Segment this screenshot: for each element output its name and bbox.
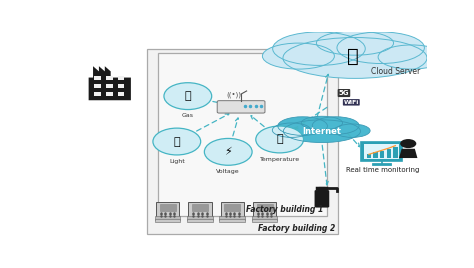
Text: ⚡: ⚡ — [224, 147, 232, 157]
Ellipse shape — [378, 45, 445, 69]
FancyBboxPatch shape — [94, 76, 101, 80]
Polygon shape — [89, 66, 131, 100]
Text: Cloud Server: Cloud Server — [371, 67, 420, 76]
FancyBboxPatch shape — [187, 217, 213, 219]
FancyBboxPatch shape — [118, 84, 124, 88]
FancyBboxPatch shape — [364, 144, 399, 159]
Text: Voltage: Voltage — [217, 169, 240, 174]
Ellipse shape — [283, 120, 360, 143]
Circle shape — [153, 128, 201, 155]
FancyBboxPatch shape — [192, 204, 208, 211]
FancyBboxPatch shape — [118, 76, 124, 80]
Text: 🌡: 🌡 — [276, 135, 283, 144]
Ellipse shape — [263, 43, 334, 69]
FancyBboxPatch shape — [387, 149, 391, 158]
Text: Temperature: Temperature — [260, 157, 300, 162]
Text: Factory building 1: Factory building 1 — [246, 205, 324, 214]
Ellipse shape — [278, 117, 328, 135]
Ellipse shape — [312, 117, 359, 134]
FancyBboxPatch shape — [158, 53, 328, 216]
Text: Light: Light — [169, 159, 185, 164]
FancyBboxPatch shape — [188, 202, 212, 217]
FancyBboxPatch shape — [118, 92, 124, 96]
FancyBboxPatch shape — [94, 84, 101, 88]
FancyBboxPatch shape — [155, 219, 181, 222]
Ellipse shape — [316, 31, 393, 55]
FancyBboxPatch shape — [361, 142, 402, 161]
FancyBboxPatch shape — [367, 154, 371, 158]
FancyBboxPatch shape — [219, 219, 245, 222]
FancyBboxPatch shape — [156, 202, 179, 217]
Text: ((•)): ((•)) — [226, 92, 241, 98]
Ellipse shape — [334, 124, 370, 137]
Ellipse shape — [273, 32, 365, 65]
FancyBboxPatch shape — [147, 49, 338, 234]
FancyBboxPatch shape — [374, 152, 378, 158]
FancyBboxPatch shape — [315, 190, 329, 207]
FancyBboxPatch shape — [217, 101, 265, 113]
Ellipse shape — [283, 38, 427, 78]
FancyBboxPatch shape — [94, 92, 101, 96]
FancyBboxPatch shape — [252, 217, 277, 219]
Circle shape — [164, 83, 212, 110]
Text: 💡: 💡 — [173, 136, 180, 147]
FancyBboxPatch shape — [106, 76, 112, 80]
Ellipse shape — [337, 32, 424, 64]
Ellipse shape — [272, 123, 311, 137]
FancyBboxPatch shape — [380, 151, 384, 158]
Ellipse shape — [301, 116, 343, 130]
Text: WiFi: WiFi — [344, 100, 359, 105]
FancyBboxPatch shape — [256, 204, 273, 211]
Text: Factory building 2: Factory building 2 — [257, 224, 335, 233]
Text: Real time monitoring: Real time monitoring — [346, 167, 419, 173]
FancyBboxPatch shape — [393, 147, 398, 158]
FancyBboxPatch shape — [160, 204, 176, 211]
Circle shape — [204, 139, 252, 165]
FancyBboxPatch shape — [106, 92, 112, 96]
FancyBboxPatch shape — [224, 204, 240, 211]
FancyBboxPatch shape — [252, 219, 277, 222]
FancyBboxPatch shape — [253, 202, 276, 217]
FancyBboxPatch shape — [155, 217, 181, 219]
Text: Gas: Gas — [182, 113, 194, 118]
Text: 🖥: 🖥 — [347, 47, 359, 66]
Circle shape — [256, 126, 303, 153]
Text: 🔥: 🔥 — [184, 91, 191, 101]
FancyBboxPatch shape — [106, 84, 112, 88]
FancyBboxPatch shape — [220, 202, 244, 217]
Text: Internet: Internet — [302, 127, 341, 136]
Text: 5G: 5G — [339, 90, 349, 96]
FancyBboxPatch shape — [318, 187, 326, 191]
Circle shape — [400, 139, 416, 148]
FancyBboxPatch shape — [219, 217, 245, 219]
Polygon shape — [399, 149, 418, 158]
FancyBboxPatch shape — [187, 219, 213, 222]
